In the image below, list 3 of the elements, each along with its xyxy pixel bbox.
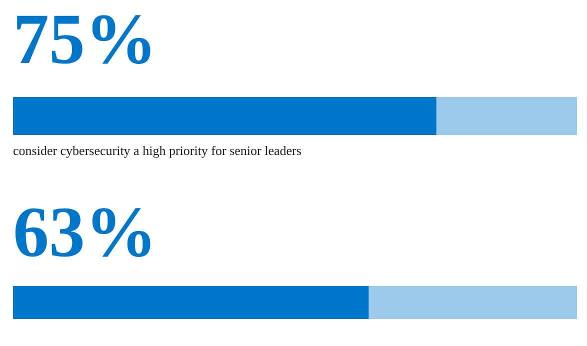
text: consider cybersecurity a high priority for senior leaders bbox=[13, 143, 302, 159]
data-label: 75% bbox=[13, 0, 157, 79]
data-label: 63% bbox=[13, 192, 157, 272]
